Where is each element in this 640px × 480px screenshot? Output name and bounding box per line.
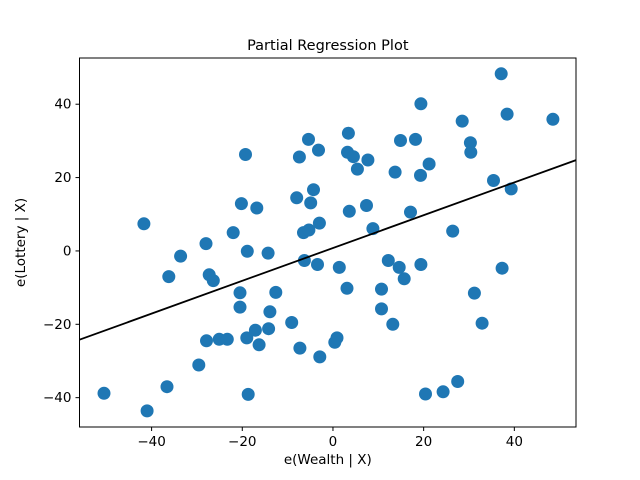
x-tick-label: −40 [137,434,166,450]
scatter-point [97,386,111,400]
scatter-point [137,217,151,231]
scatter-point [409,132,422,146]
scatter-point [414,258,428,271]
scatter-point [206,274,220,288]
scatter-point [487,174,500,187]
y-tick-label: −20 [43,317,72,333]
plot-frame [79,57,577,428]
scatter-point [392,260,406,274]
ticks-layer: −40 −20 0 20 40 −40 −20 0 20 40 [43,97,523,450]
scatter-point [330,331,344,345]
scatter-point [467,286,481,300]
scatter-point [341,126,355,140]
scatter-point [293,341,307,355]
scatter-point [422,157,436,171]
scatter-point [174,249,188,263]
scatter-point [386,317,400,331]
scatter-point [261,246,275,260]
scatter-point [463,136,477,150]
scatter-point [262,322,276,336]
scatter-point [414,168,427,182]
scatter-point [140,404,154,418]
scatter-point [240,244,254,258]
scatter-point [304,196,318,210]
scatter-point [199,237,213,251]
scatter-point [394,134,407,147]
scatter-point [233,300,247,314]
scatter-point [332,260,346,274]
scatter-point [475,316,489,330]
scatter-point [342,204,356,218]
scatter-point [375,302,388,316]
y-tick-label: 20 [54,170,71,186]
scatter-point [397,272,411,286]
scatter-point [290,191,304,205]
scatter-point [313,350,327,364]
scatter-point [248,323,262,337]
scatter-point [446,224,460,238]
scatter-point [292,150,306,164]
scatter-point [436,385,450,399]
scatter-point [263,305,277,319]
x-tick-label: 40 [506,434,523,450]
scatter-point [361,153,375,167]
scatter-point [233,286,247,300]
scatter-point [192,358,206,372]
scatter-point [451,375,465,388]
x-axis-label: e(Wealth | X) [284,452,372,468]
scatter-point [252,338,266,352]
scatter-point [226,226,240,240]
scatter-point [500,107,514,121]
regression-line-layer [79,159,577,341]
scatter-point [234,197,248,211]
scatter-point [220,332,234,346]
scatter-point [285,316,299,329]
scatter-point [269,285,283,299]
y-tick-label: 40 [54,97,71,113]
scatter-point [346,150,360,164]
scatter-point [381,254,395,267]
y-tick-label: −40 [43,390,72,406]
chart-title: Partial Regression Plot [247,38,409,54]
scatter-point [375,282,388,296]
scatter-point [360,199,373,212]
scatter-point [464,145,478,159]
y-tick-label: 0 [63,243,72,259]
regression-line [79,159,577,341]
scatter-point [350,162,364,176]
scatter-point [494,67,508,81]
scatter-point [311,258,324,271]
scatter-point [240,331,254,345]
scatter-point [250,201,264,215]
scatter-point [312,216,326,230]
scatter-point [388,165,402,179]
x-tick-label: −20 [228,434,257,450]
scatter-point [414,97,428,111]
scatter-point [160,380,174,394]
scatter-point [307,183,320,197]
x-tick-label: 20 [415,434,432,450]
scatter-point [200,334,213,348]
scatter-point [495,261,509,275]
scatter-point [302,223,316,237]
scatter-point [404,205,417,219]
scatter-point [455,114,469,128]
scatter-point [239,148,252,161]
scatter-point [340,281,354,295]
scatter-points-layer [97,67,560,418]
scatter-point [312,143,325,157]
x-tick-label: 0 [329,434,338,450]
scatter-point [419,387,432,401]
scatter-point [241,387,255,401]
y-axis-label: e(Lottery | X) [13,198,29,287]
scatter-point [302,132,315,146]
scatter-point [546,112,560,126]
scatter-point [162,270,176,284]
